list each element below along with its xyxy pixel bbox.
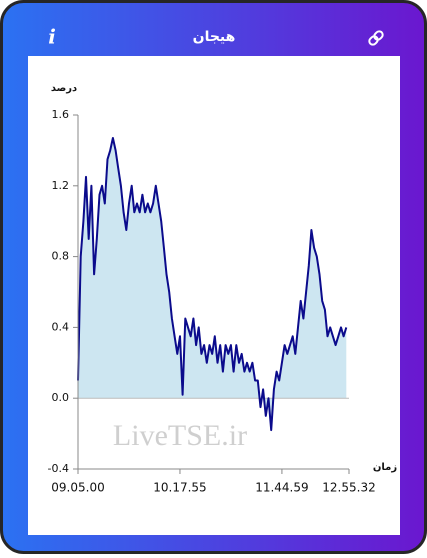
watermark: LiveTSE.ir (113, 419, 247, 452)
link-button[interactable] (368, 30, 384, 46)
y-axis-label: درصد (51, 83, 77, 94)
y-tick-label: -0.4 (48, 462, 69, 475)
y-tick-label: 1.2 (52, 179, 70, 192)
area-fill (78, 138, 347, 431)
y-tick-label: 0.0 (52, 391, 70, 404)
x-tick-label: 12.55.32 (322, 481, 375, 495)
x-tick-label: 09.05.00 (51, 481, 104, 495)
y-tick-label: 0.4 (52, 320, 70, 333)
page-title: هیجان (193, 29, 236, 45)
x-tick-label: 11.44.59 (255, 481, 308, 495)
x-axis-label: زمان (373, 462, 397, 473)
series-line (77, 137, 348, 432)
y-tick-label: 1.6 (52, 108, 70, 121)
y-tick-label: 0.8 (52, 250, 70, 263)
info-button[interactable]: i (48, 25, 56, 49)
x-tick-label: 10.17.55 (153, 481, 206, 495)
